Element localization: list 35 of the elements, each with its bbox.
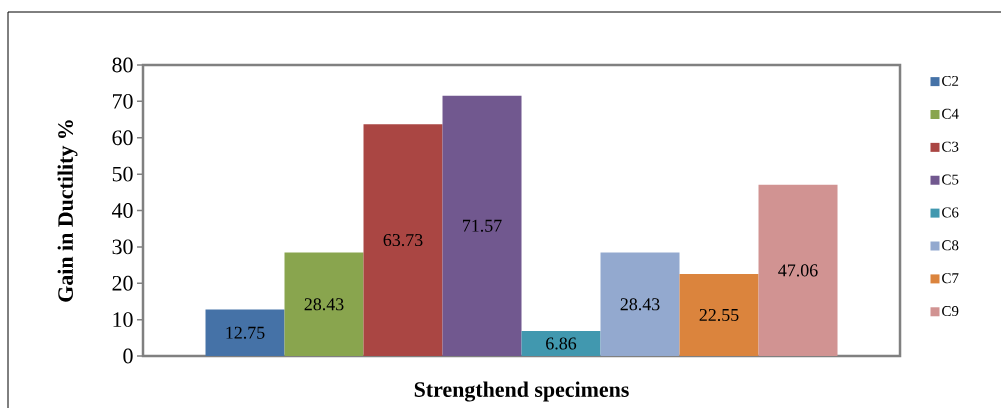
legend-label: C9 (942, 306, 959, 317)
bar (442, 95, 522, 356)
y-axis-title: Gain in Ductility % (57, 120, 78, 302)
x-axis-title: Strengthend specimens (414, 381, 629, 402)
y-tick-label: 60 (112, 130, 133, 146)
legend-label: C5 (942, 174, 959, 185)
y-tick-label: 70 (113, 93, 133, 109)
legend-label: C2 (942, 75, 959, 86)
data-label: 47.06 (778, 264, 818, 277)
y-tick-label: 40 (111, 203, 133, 218)
bar (600, 252, 680, 356)
y-tick-label: 80 (112, 57, 133, 73)
y-tick-label: 20 (112, 275, 133, 291)
bar (679, 273, 759, 356)
data-label: 6.86 (546, 337, 577, 350)
bar (284, 252, 364, 356)
legend-label: C3 (942, 141, 959, 152)
y-tick-label: 50 (112, 166, 133, 182)
legend-label: C8 (942, 240, 959, 251)
data-label: 22.55 (699, 308, 739, 322)
bar (363, 124, 443, 356)
y-tick-label: 10 (113, 312, 133, 328)
data-label: 63.73 (383, 234, 423, 247)
data-label: 28.43 (620, 298, 660, 311)
bar (205, 309, 285, 356)
y-tick-label: 30 (112, 239, 133, 255)
bar (521, 331, 601, 356)
legend-label: C6 (942, 207, 959, 218)
legend-label: C7 (942, 273, 959, 284)
bar (758, 184, 838, 356)
data-label: 28.43 (304, 298, 344, 311)
data-label: 12.75 (226, 326, 265, 339)
y-tick-label: 0 (123, 348, 133, 364)
data-label: 71.57 (463, 219, 502, 232)
legend-label: C4 (942, 108, 959, 119)
